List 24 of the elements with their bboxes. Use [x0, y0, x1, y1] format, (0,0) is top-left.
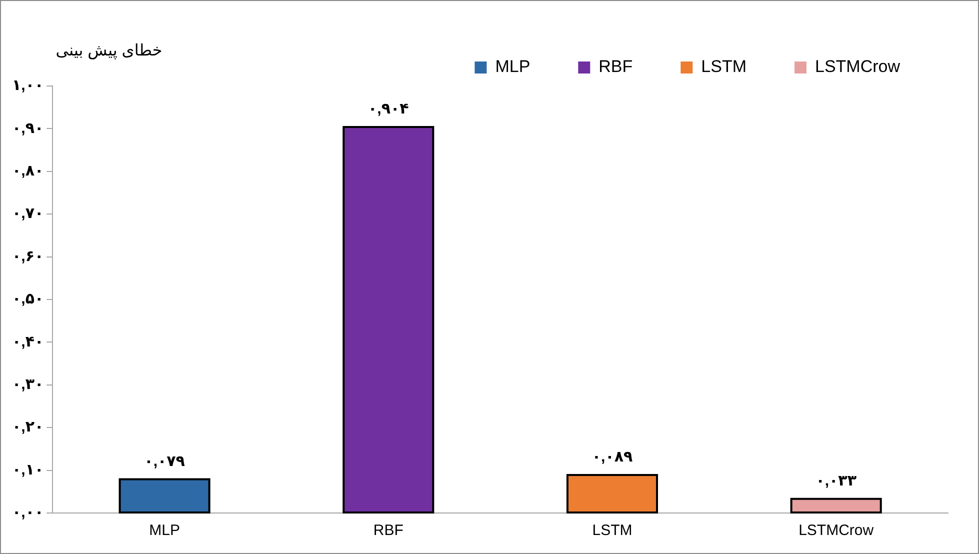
legend-label: LSTMCrow [814, 57, 901, 76]
legend-label: LSTM [701, 57, 746, 76]
data-label: ۰,۰۸۹ [592, 448, 633, 466]
y-tick-label: ۰,۶۰ [12, 248, 44, 265]
y-tick-label: ۰,۸۰ [12, 162, 44, 180]
data-label: ۰,۹۰۴ [368, 100, 409, 118]
legend-label: MLP [495, 57, 530, 76]
x-tick-label: LSTM [592, 522, 632, 540]
y-tick-label: ۰,۳۰ [12, 376, 44, 394]
data-label: ۰,۰۳۳ [816, 472, 856, 490]
y-tick-label: ۰,۴۰ [12, 333, 44, 350]
y-tick-label: ۰,۹۰ [12, 120, 44, 137]
y-tick-label: ۱,۰۰ [12, 77, 44, 94]
x-tick-label: LSTMCrow [798, 522, 874, 540]
x-tick-label: RBF [373, 522, 404, 540]
y-tick-label: ۰,۲۰ [12, 418, 44, 436]
y-tick-label: ۰,۷۰ [12, 205, 44, 222]
y-tick-label: ۰,۱۰ [12, 461, 44, 478]
y-tick-label: ۰,۵۰ [12, 290, 44, 308]
x-tick-label: MLP [149, 522, 180, 540]
y-axis-title: خطای پیش بینی [56, 42, 162, 60]
legend-label: RBF [598, 57, 633, 76]
data-label: ۰,۰۷۹ [144, 452, 185, 470]
y-tick-label: ۰,۰۰ [12, 504, 44, 522]
